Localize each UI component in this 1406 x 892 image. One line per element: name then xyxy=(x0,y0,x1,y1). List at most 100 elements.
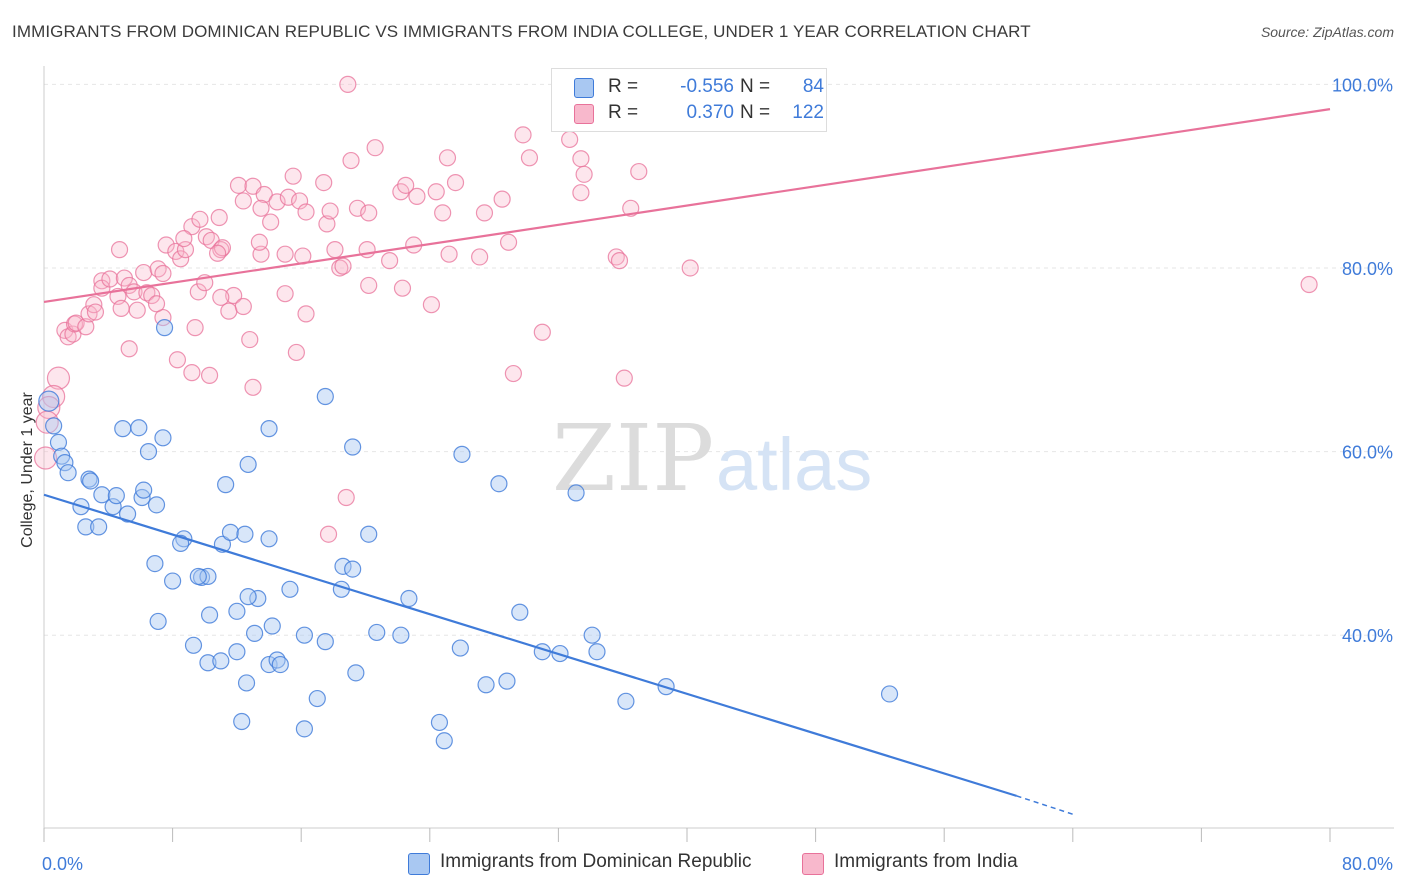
dominican-point xyxy=(430,713,449,732)
x-tick-label: 0.0% xyxy=(42,854,83,874)
legend-r-value: 0.370 xyxy=(686,102,734,123)
dominican-point xyxy=(139,442,158,461)
india-point xyxy=(252,199,270,217)
india-point xyxy=(440,245,458,263)
dominican-point xyxy=(271,655,289,674)
india-point xyxy=(234,297,252,316)
india-point xyxy=(276,245,294,263)
dominican-point xyxy=(221,523,240,541)
india-point xyxy=(287,343,305,362)
dominican-point xyxy=(308,689,326,708)
series-legend-label: Immigrants from India xyxy=(834,851,1018,872)
india-point xyxy=(149,260,167,278)
india-point xyxy=(250,233,269,251)
dominican-point xyxy=(617,692,635,710)
dominican-point xyxy=(316,633,334,651)
dominican-point xyxy=(451,639,469,657)
india-point xyxy=(138,284,156,302)
tick-labels: 40.0% 60.0% 80.0% 100.0% 0.0% 80.0% xyxy=(42,75,1393,874)
india-point xyxy=(493,190,511,208)
india-point xyxy=(315,173,333,192)
india-point xyxy=(200,366,219,384)
india-point xyxy=(143,286,161,305)
dominican-point xyxy=(236,525,254,543)
india-point xyxy=(110,241,129,259)
india-point xyxy=(381,252,399,270)
dominican-point xyxy=(149,612,167,631)
india-point xyxy=(681,259,699,277)
dominican-point xyxy=(880,685,899,703)
dominican-point xyxy=(199,567,217,586)
dominican-point xyxy=(233,712,251,731)
india-point xyxy=(342,151,360,170)
dominican-point xyxy=(82,472,100,490)
dominican-point xyxy=(228,602,246,620)
india-point xyxy=(471,248,489,266)
india-point xyxy=(46,366,71,390)
india-point xyxy=(34,446,58,470)
legend-n-value: 84 xyxy=(802,76,824,97)
india-point xyxy=(446,173,465,192)
india-point xyxy=(189,283,207,301)
watermark-zip: ZIP xyxy=(552,405,714,512)
legend-r-value: -0.556 xyxy=(680,76,734,97)
dominican-point xyxy=(93,486,111,504)
dominican-point xyxy=(583,626,601,644)
dominican-trend-line xyxy=(43,493,1017,797)
india-point xyxy=(318,215,336,233)
legend-r-label: R = xyxy=(608,102,639,123)
dominican-point xyxy=(212,652,230,670)
y-tick-label: 80.0% xyxy=(1342,259,1393,279)
india-point xyxy=(572,184,590,202)
india-point xyxy=(575,165,593,183)
dominican-point xyxy=(155,319,174,337)
india-point xyxy=(67,314,85,332)
dominican-point xyxy=(360,525,378,543)
india-point xyxy=(1300,275,1318,294)
dominican-point xyxy=(135,481,153,499)
dominican-point xyxy=(189,567,207,586)
india-point xyxy=(438,149,457,167)
dominican-point xyxy=(347,664,365,682)
dominican-trend-extension xyxy=(1016,795,1074,815)
india-point xyxy=(630,162,648,181)
dominican-point xyxy=(118,505,137,523)
series-swatch-pink xyxy=(802,853,824,875)
dominican-point xyxy=(228,643,246,661)
india-point xyxy=(186,319,204,337)
india-point xyxy=(255,185,273,204)
india-point xyxy=(360,276,378,295)
trend-lines xyxy=(43,108,1331,815)
dominican-point xyxy=(107,487,125,505)
india-point xyxy=(284,167,302,185)
dominican-point xyxy=(567,484,585,502)
india-point xyxy=(157,236,175,254)
dominican-point xyxy=(281,580,299,598)
dominican-point xyxy=(217,476,235,494)
india-point xyxy=(225,286,243,305)
chart-title: IMMIGRANTS FROM DOMINICAN REPUBLIC VS IM… xyxy=(12,22,1031,41)
dominican-point xyxy=(490,475,508,493)
india-point xyxy=(504,364,522,383)
india-point xyxy=(393,279,412,297)
correlation-legend: R = -0.556 N = 84 R = 0.370 N = 122 xyxy=(551,68,827,132)
dominican-point xyxy=(334,557,352,575)
dominican-point xyxy=(239,455,257,474)
india-point xyxy=(348,199,367,217)
india-points xyxy=(34,75,1318,543)
india-point xyxy=(276,285,294,303)
india-point xyxy=(475,204,494,222)
india-point xyxy=(244,378,262,396)
dominican-point xyxy=(56,454,74,472)
dominican-points xyxy=(38,319,899,750)
india-point xyxy=(135,263,153,282)
watermark-atlas: atlas xyxy=(716,423,872,506)
dominican-point xyxy=(260,420,278,438)
india-point xyxy=(154,264,172,283)
india-point xyxy=(86,303,105,321)
series-legend-label: Immigrants from Dominican Republic xyxy=(440,851,752,872)
india-point xyxy=(128,301,146,319)
dominican-point xyxy=(147,496,166,514)
legend-r-label: R = xyxy=(608,76,639,97)
india-point xyxy=(360,204,378,222)
